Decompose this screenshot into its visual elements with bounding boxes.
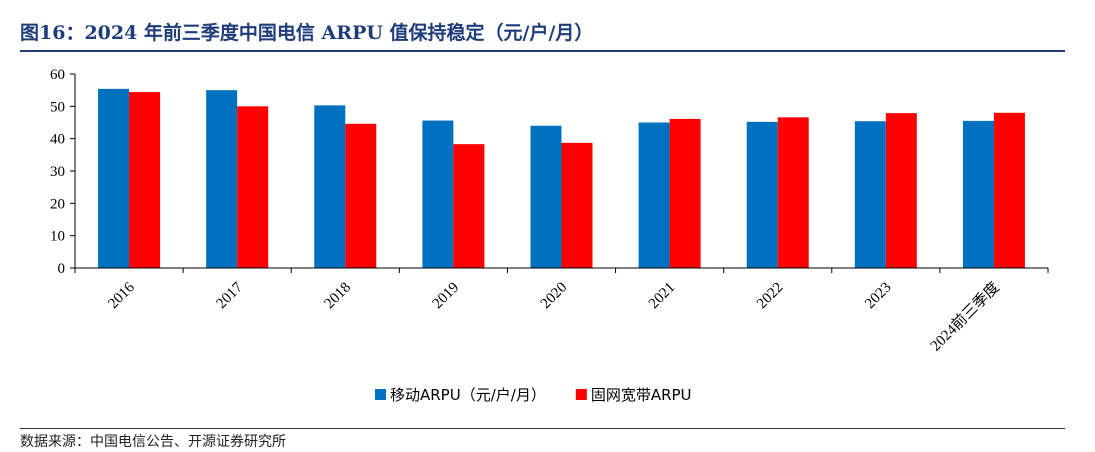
bar-broadband-arpu xyxy=(561,142,593,268)
bars xyxy=(98,88,1025,269)
bar-broadband-arpu xyxy=(885,113,917,268)
x-tick-label: 2016 xyxy=(105,279,138,312)
bar-broadband-arpu xyxy=(669,118,701,268)
x-tick-label: 2019 xyxy=(430,280,463,313)
bar-mobile-arpu xyxy=(746,121,778,268)
legend-label-mobile: 移动ARPU（元/户/月） xyxy=(390,386,546,404)
y-tick-label: 0 xyxy=(58,261,66,277)
bar-mobile-arpu xyxy=(206,90,238,268)
bar-mobile-arpu xyxy=(314,105,346,268)
x-tick-label: 2022 xyxy=(754,280,787,313)
bar-broadband-arpu xyxy=(993,112,1025,268)
bar-mobile-arpu xyxy=(98,88,130,268)
chart-title: 图16：2024 年前三季度中国电信 ARPU 值保持稳定（元/户/月） xyxy=(20,22,594,44)
source-note: 数据来源：中国电信公告、开源证券研究所 xyxy=(20,434,286,450)
x-tick-label: 2017 xyxy=(213,279,246,312)
y-axis: 0 10 20 30 40 50 60 xyxy=(50,67,76,277)
bar-broadband-arpu xyxy=(237,106,269,268)
title-divider xyxy=(20,50,1065,52)
x-tick-label: 2023 xyxy=(862,280,895,313)
source-divider xyxy=(20,428,1065,429)
bar-mobile-arpu xyxy=(530,125,562,268)
legend: 移动ARPU（元/户/月） 固网宽带ARPU xyxy=(375,386,692,404)
y-tick-label: 10 xyxy=(50,229,65,245)
bar-mobile-arpu xyxy=(854,121,886,268)
y-tick-label: 60 xyxy=(50,67,65,83)
x-axis: 2016 2017 2018 2019 2020 2021 2022 2023 2024前三季度 xyxy=(74,267,1049,355)
bar-broadband-arpu xyxy=(345,123,377,268)
bar-mobile-arpu xyxy=(422,120,454,268)
bar-mobile-arpu xyxy=(638,122,670,268)
bar-broadband-arpu xyxy=(777,117,809,269)
legend-swatch-mobile xyxy=(375,389,386,400)
bar-broadband-arpu xyxy=(453,144,485,268)
y-tick-label: 30 xyxy=(50,164,65,180)
x-tick-label: 2018 xyxy=(322,280,355,313)
x-tick-label: 2024前三季度 xyxy=(927,279,1003,355)
x-tick-label: 2021 xyxy=(646,280,679,313)
bar-mobile-arpu xyxy=(962,120,994,268)
legend-swatch-broadband xyxy=(575,389,587,400)
y-tick-label: 50 xyxy=(50,99,65,115)
bar-broadband-arpu xyxy=(129,92,161,269)
legend-label-broadband: 固网宽带ARPU xyxy=(591,386,692,404)
x-tick-label: 2020 xyxy=(538,280,571,313)
y-tick-label: 40 xyxy=(50,132,65,148)
y-tick-label: 20 xyxy=(50,196,65,212)
